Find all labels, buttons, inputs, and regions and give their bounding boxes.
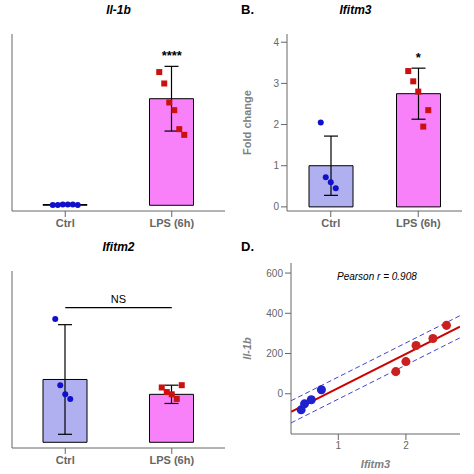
svg-text:2: 2 (403, 440, 409, 451)
svg-text:Fold change: Fold change (241, 90, 253, 155)
svg-text:Il-1b: Il-1b (241, 337, 253, 360)
svg-text:1: 1 (336, 440, 342, 451)
html-text:Pearson r = 0.908: Pearson r = 0.908 (337, 271, 417, 282)
svg-text:Ctrl: Ctrl (321, 217, 340, 229)
html-text:Ifitm2: Ifitm2 (102, 240, 135, 254)
svg-text:600: 600 (266, 268, 283, 279)
html-text:D.: D. (241, 239, 254, 254)
html-text:Ifitm3: Ifitm3 (339, 3, 372, 17)
svg-text:0: 0 (277, 388, 283, 399)
svg-text:Ctrl: Ctrl (56, 454, 75, 466)
svg-text:****: **** (162, 48, 183, 63)
svg-text:NS: NS (111, 293, 126, 305)
svg-text:4: 4 (273, 37, 279, 48)
svg-text:2: 2 (273, 119, 279, 130)
svg-text:400: 400 (266, 308, 283, 319)
svg-text:LPS (6h): LPS (6h) (149, 454, 194, 466)
svg-text:*: * (416, 50, 422, 65)
svg-text:0: 0 (273, 201, 279, 212)
html-text:Il-1b: Il-1b (106, 3, 131, 17)
svg-text:3: 3 (273, 78, 279, 89)
svg-text:Ctrl: Ctrl (56, 217, 75, 229)
svg-text:LPS (6h): LPS (6h) (396, 217, 441, 229)
html-text:B.: B. (241, 2, 254, 17)
svg-text:Ifitm3: Ifitm3 (361, 458, 390, 470)
svg-text:1: 1 (273, 160, 279, 171)
svg-text:LPS (6h): LPS (6h) (149, 217, 194, 229)
svg-text:200: 200 (266, 348, 283, 359)
